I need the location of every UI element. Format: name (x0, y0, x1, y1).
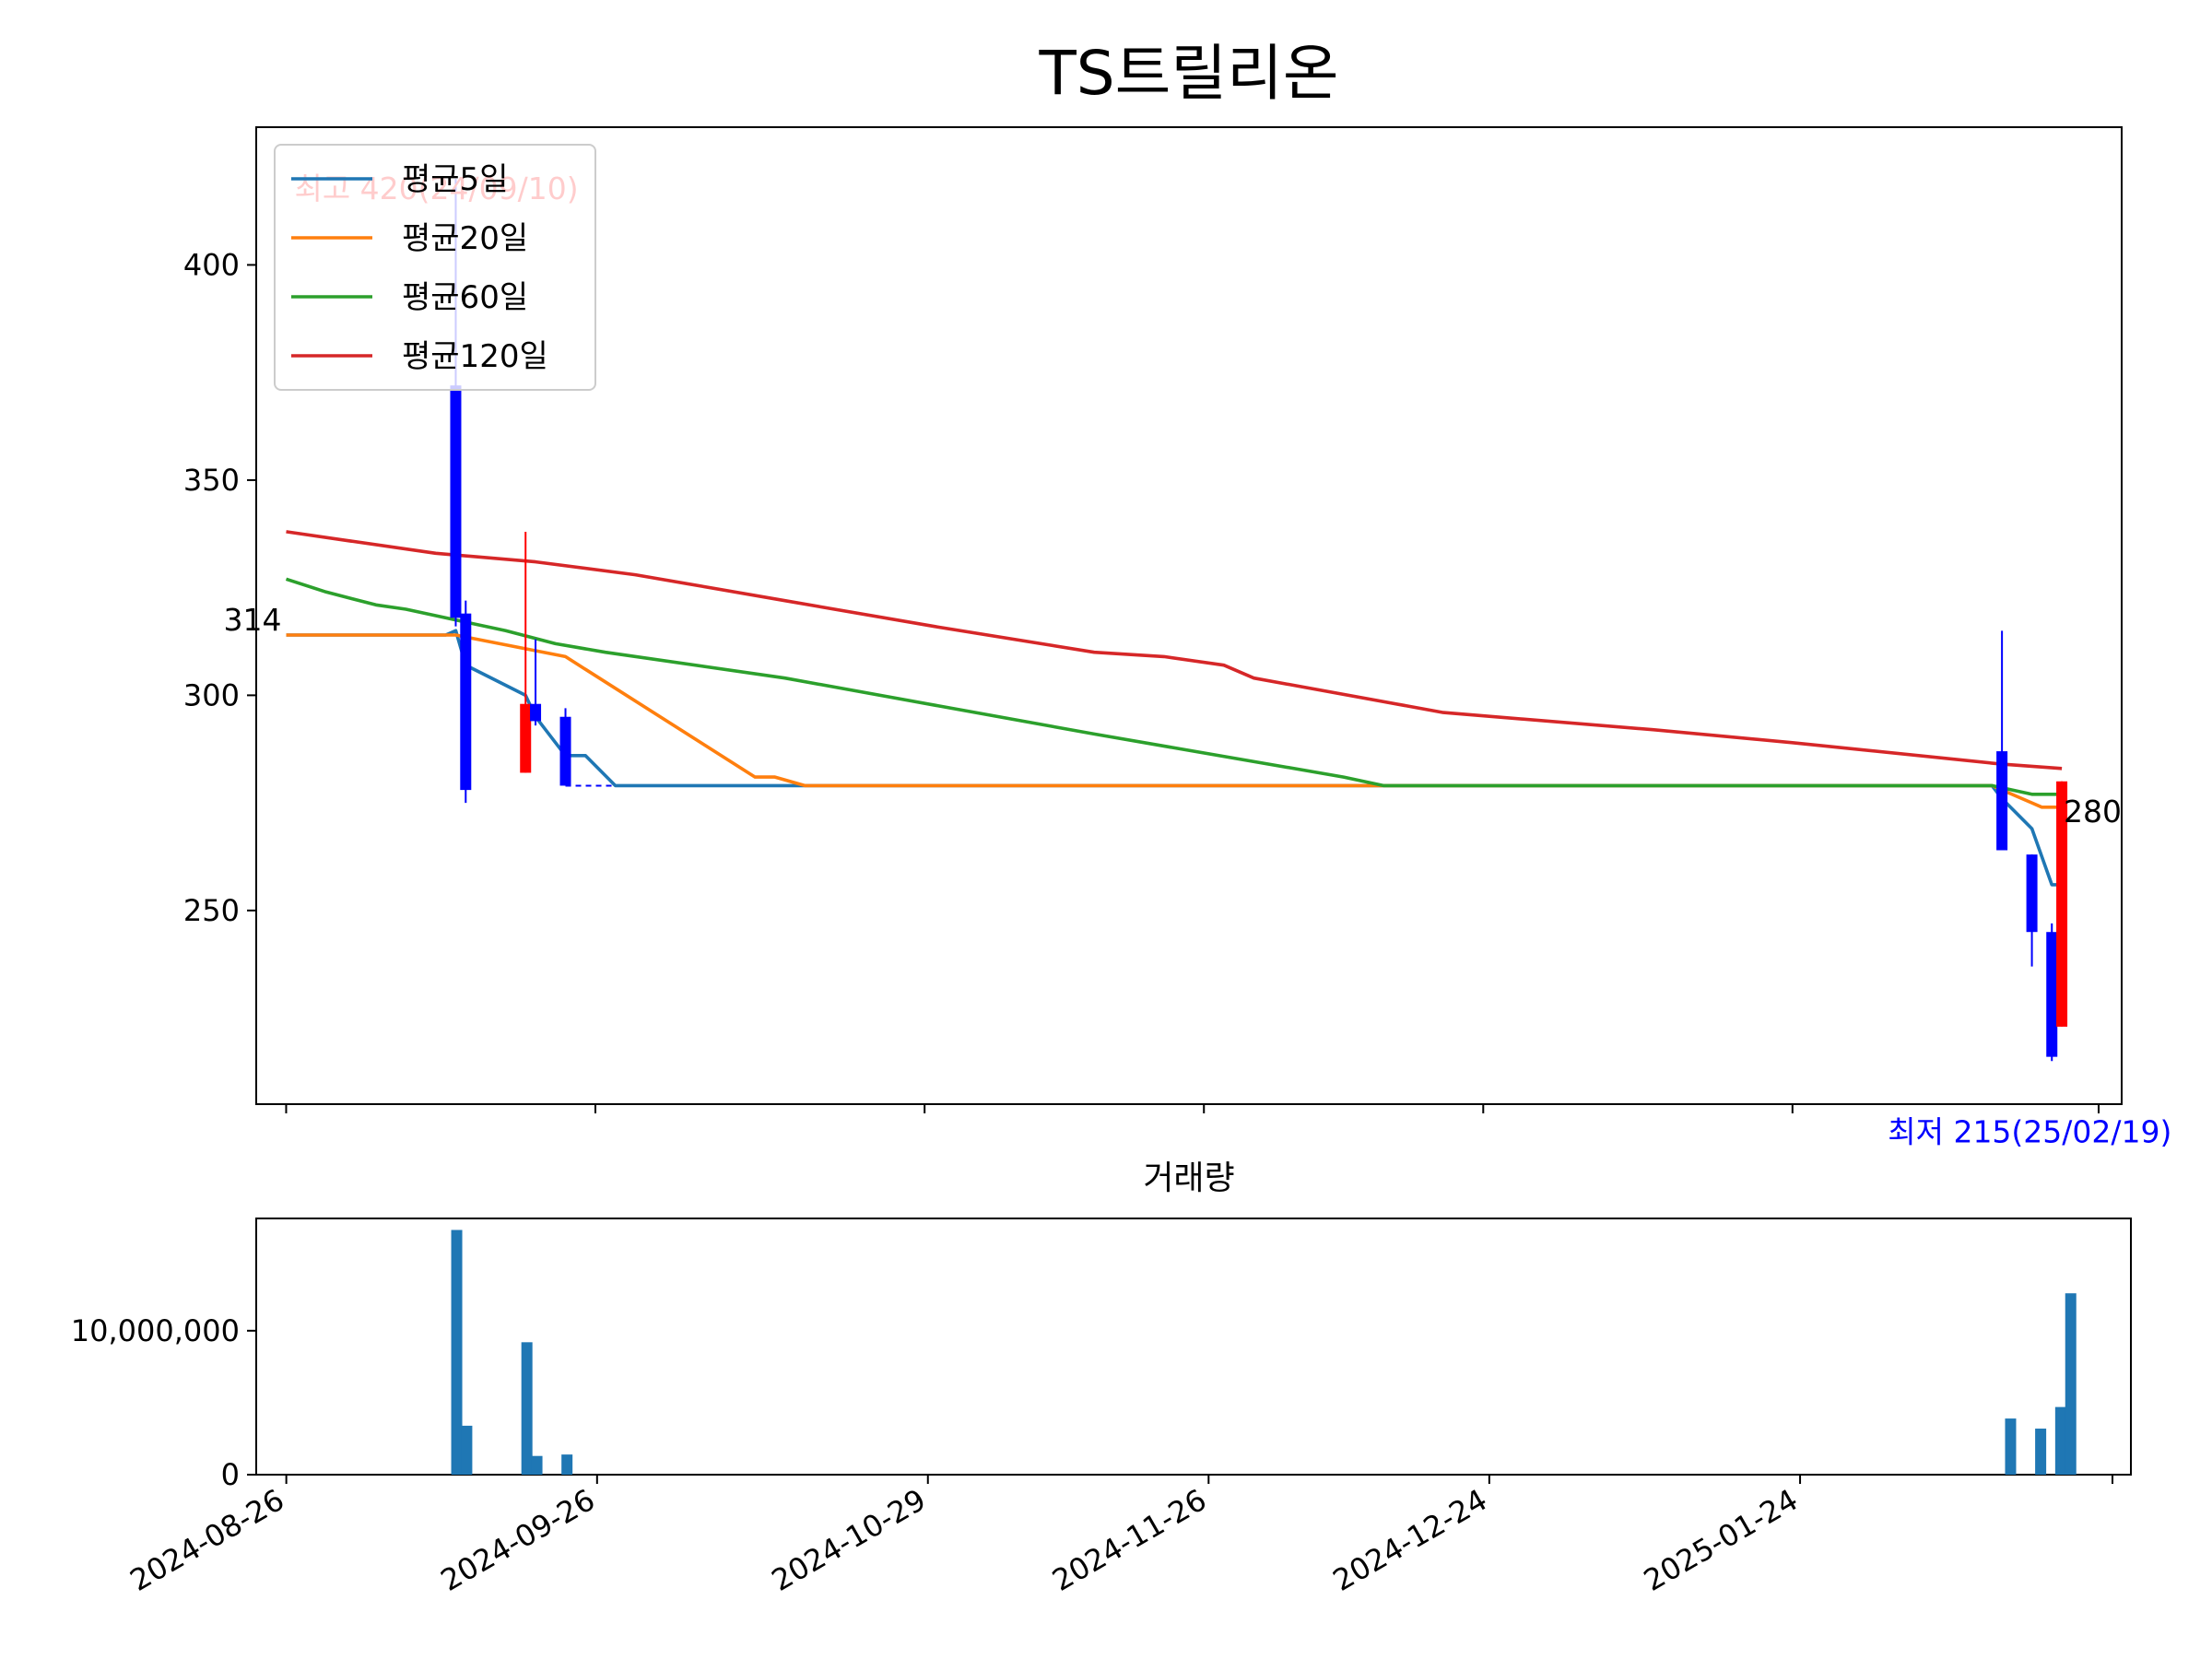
legend-label: 평균5일 (402, 161, 508, 198)
legend-label: 평균20일 (402, 220, 528, 257)
candle-body (559, 716, 571, 786)
volume-bar (561, 1454, 573, 1475)
y-tick-label: 350 (183, 463, 240, 498)
candle-body (2026, 854, 2038, 933)
volume-bar (521, 1342, 533, 1475)
candle-body (460, 613, 472, 791)
volume-plot: 0 10,000,000 2024-08-26 2024-09-26 2024-10-2… (71, 1218, 2132, 1598)
volume-bar (451, 1230, 463, 1475)
y-tick-label: 300 (183, 677, 240, 712)
volume-chart-title: 거래량 (1143, 1159, 1234, 1197)
price-plot-frame (255, 126, 2123, 1105)
price-plot: 250300350400최고 420(24/09/10)최저 215(25/02… (183, 126, 2171, 1149)
ma-line-평균120일 (286, 530, 2063, 771)
legend-label: 평균60일 (402, 279, 528, 316)
min-price-annotation: 최저 215(25/02/19) (1888, 1113, 2171, 1149)
volume-bar (2065, 1293, 2077, 1475)
ma-line-평균60일 (285, 577, 2063, 796)
candle-body (1996, 751, 2008, 851)
x-tick-label: 2024-09-26 (435, 1482, 601, 1598)
candle-body (530, 703, 542, 722)
x-tick-label: 2024-10-29 (766, 1482, 932, 1598)
ma-line-평균5일 (286, 629, 2063, 887)
volume-bar (461, 1425, 473, 1475)
volume-bar (2005, 1418, 2017, 1475)
candle-body (520, 703, 532, 773)
volume-plot-frame (255, 1218, 2132, 1476)
last-close-annotation: 280 (2064, 794, 2122, 830)
candle-body (2056, 781, 2068, 1027)
legend-label: 평균120일 (402, 338, 548, 375)
x-tick-label: 2024-11-26 (1046, 1482, 1212, 1598)
volume-y-tick-label: 0 (221, 1457, 240, 1492)
first-close-annotation: 314 (223, 602, 281, 638)
chart-title: TS트릴리온 (1038, 38, 1338, 109)
volume-bar (531, 1455, 543, 1475)
y-tick-label: 400 (183, 247, 240, 282)
volume-bar (2035, 1429, 2047, 1475)
legend-box (274, 144, 596, 391)
x-tick-label: 2025-01-24 (1638, 1482, 1804, 1598)
volume-bar (2054, 1406, 2066, 1475)
y-tick-label: 250 (183, 893, 240, 928)
x-tick-label: 2024-08-26 (124, 1482, 290, 1598)
candle-body (2046, 932, 2058, 1057)
ma-line-평균20일 (286, 633, 2063, 809)
x-tick-label: 2024-12-24 (1327, 1482, 1493, 1598)
candle-body (450, 385, 462, 618)
volume-y-tick-label: 10,000,000 (71, 1313, 240, 1348)
